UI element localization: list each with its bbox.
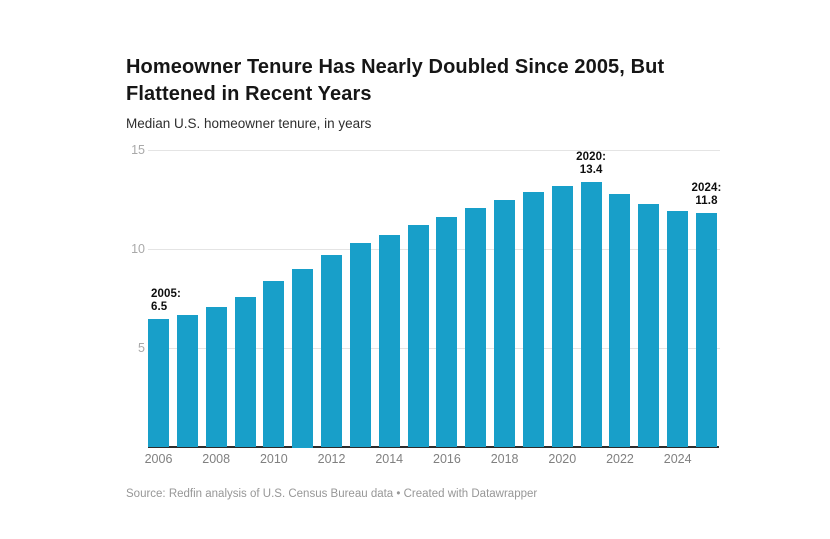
annotation-2024: 2024: 11.8 [691,182,722,208]
gridline-y-15 [148,149,720,151]
bar-2014 [407,225,429,448]
gridline-y-5 [148,347,720,349]
chart-subtitle: Median U.S. homeowner tenure, in years [126,116,372,131]
source-note: Source: Redfin analysis of U.S. Census B… [126,488,538,500]
x-tick-label-2020: 2020 [548,452,577,466]
bar-2017 [494,199,516,448]
chart-title: Homeowner Tenure Has Nearly Doubled Sinc… [126,56,665,105]
bar-2023 [667,211,689,448]
y-tick-label-15: 15 [131,143,145,157]
x-tick-label-2006: 2006 [144,452,173,466]
bar-2021 [609,193,631,448]
bar-2008 [234,296,256,448]
bar-2011 [321,255,343,448]
bar-2007 [205,306,227,448]
bar-2012 [349,243,371,448]
x-tick-label-2024: 2024 [663,452,692,466]
y-tick-label-5: 5 [138,341,145,356]
bar-2019 [551,185,573,448]
bar-2024 [696,213,717,448]
annotation-2020: 2020: 13.4 [576,150,607,176]
bar-2005 [148,318,169,448]
bar-2015 [436,217,458,448]
x-tick-label-2012: 2012 [317,452,346,466]
bar-2010 [292,269,314,448]
bar-2013 [378,235,400,448]
bar-2022 [638,203,660,448]
x-tick-label-2018: 2018 [490,452,519,466]
annotation-2005: 2005: 6.5 [151,287,181,313]
bar-2018 [522,191,544,448]
bar-2016 [465,207,487,448]
x-tick-label-2022: 2022 [606,452,634,466]
gridline-y-10 [148,248,720,250]
y-tick-label-10: 10 [131,242,145,257]
x-tick-label-2014: 2014 [375,452,404,466]
bar-2006 [176,314,198,448]
x-tick-label-2008: 2008 [202,452,231,466]
x-tick-label-2016: 2016 [433,452,461,466]
bar-2020 [580,181,602,448]
x-tick-label-2010: 2010 [259,452,288,466]
bar-2009 [263,280,285,448]
x-axis-line [148,446,719,448]
